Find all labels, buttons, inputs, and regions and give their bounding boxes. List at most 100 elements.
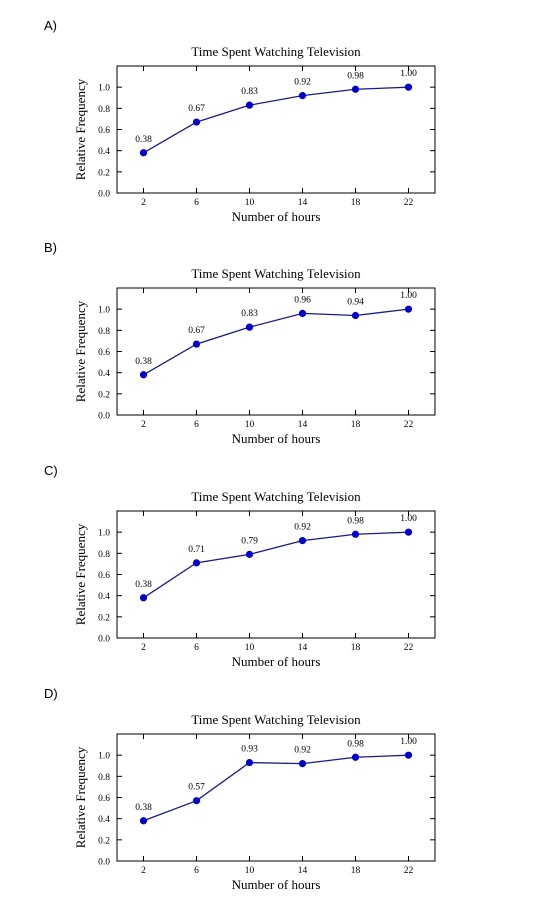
data-label: 0.79: [241, 536, 258, 546]
data-label: 0.38: [135, 580, 152, 590]
plot-frame: [116, 733, 436, 862]
chart-d: Time Spent Watching Television 2 6 10 14 18 22…: [73, 712, 436, 892]
y-tick-label: 0.0: [98, 412, 110, 422]
data-point: [192, 559, 201, 567]
data-label: 0.98: [347, 739, 364, 749]
data-label: 1.00: [400, 737, 417, 747]
y-tick-label: 1.0: [98, 529, 110, 539]
data-point: [404, 528, 413, 536]
y-tick-label: 0.8: [98, 550, 110, 560]
data-point: [245, 101, 254, 109]
y-axis-label: Relative Frequency: [73, 746, 88, 848]
y-axis-label: Relative Frequency: [73, 523, 88, 625]
y-tick-label: 0.0: [98, 190, 110, 200]
y-axis-label: Relative Frequency: [73, 300, 88, 402]
data-label: 0.93: [241, 745, 258, 755]
chart-a: Time Spent Watching Television 2 6 10 14 18 22…: [73, 44, 436, 224]
x-tick-label: 22: [404, 420, 414, 430]
x-tick-label: 10: [245, 866, 255, 876]
x-tick-label: 18: [351, 420, 361, 430]
data-point: [351, 753, 360, 761]
data-point: [139, 817, 148, 825]
x-tick-label: 10: [245, 643, 255, 653]
y-tick-label: 0.4: [98, 592, 110, 602]
data-label: 0.67: [188, 326, 205, 336]
data-point: [404, 83, 413, 91]
option-label: A): [44, 18, 57, 33]
option-a: A) Time Spent Watching Television 2 6 10 14 1…: [0, 0, 552, 224]
data-label: 1.00: [400, 514, 417, 524]
data-point: [192, 797, 201, 805]
y-tick-label: 0.6: [98, 571, 110, 581]
data-label: 0.57: [188, 783, 205, 793]
y-tick-label: 0.4: [98, 815, 110, 825]
data-point: [351, 530, 360, 538]
x-axis-label: Number of hours: [232, 431, 321, 446]
data-point: [351, 85, 360, 93]
y-tick-label: 0.2: [98, 613, 110, 623]
series-line: [143, 86, 409, 154]
x-tick-label: 14: [298, 198, 308, 208]
x-tick-label: 22: [404, 198, 414, 208]
data-label: 0.38: [135, 357, 152, 367]
chart-title: Time Spent Watching Television: [191, 44, 361, 59]
data-point: [245, 323, 254, 331]
chart-title: Time Spent Watching Television: [191, 712, 361, 727]
data-label: 0.92: [294, 746, 311, 756]
data-point: [192, 340, 201, 348]
series-line: [143, 308, 409, 376]
y-tick-label: 0.8: [98, 327, 110, 337]
chart-b: Time Spent Watching Television 2 6 10 14 18 22…: [73, 266, 436, 446]
x-tick-label: 6: [194, 198, 199, 208]
plot-frame: [116, 65, 436, 194]
series-line: [143, 531, 409, 599]
x-tick-label: 14: [298, 420, 308, 430]
data-point: [298, 537, 307, 545]
data-label: 0.83: [241, 87, 258, 97]
data-point: [404, 305, 413, 313]
x-tick-label: 6: [194, 643, 199, 653]
option-b: B) Time Spent Watching Television 2 6 10 14 1…: [0, 222, 552, 446]
plot-frame: [116, 287, 436, 416]
x-axis-label: Number of hours: [232, 877, 321, 892]
data-point: [245, 550, 254, 558]
data-point: [245, 758, 254, 767]
x-tick-label: 14: [298, 866, 308, 876]
data-label: 0.96: [294, 295, 311, 305]
x-tick-label: 18: [351, 866, 361, 876]
data-label: 1.00: [400, 69, 417, 79]
y-tick-label: 0.4: [98, 369, 110, 379]
plot-frame: [116, 510, 436, 639]
x-tick-label: 2: [141, 420, 146, 430]
chart-title: Time Spent Watching Television: [191, 489, 361, 504]
option-label: B): [44, 240, 57, 255]
y-tick-label: 1.0: [98, 752, 110, 762]
data-label: 0.92: [294, 78, 311, 88]
series-line: [143, 754, 409, 822]
data-point: [298, 92, 307, 100]
data-point: [404, 751, 413, 759]
y-tick-label: 0.0: [98, 858, 110, 868]
data-point: [351, 311, 360, 320]
data-label: 0.98: [347, 516, 364, 526]
data-point: [139, 594, 148, 602]
y-axis-label: Relative Frequency: [73, 78, 88, 180]
y-tick-label: 0.6: [98, 348, 110, 358]
y-tick-label: 0.4: [98, 147, 110, 157]
data-point: [139, 371, 148, 379]
x-axis-label: Number of hours: [232, 654, 321, 669]
chart-c: Time Spent Watching Television 2 6 10 14 18 22…: [73, 489, 436, 669]
x-axis-label: Number of hours: [232, 209, 321, 224]
x-tick-label: 18: [351, 198, 361, 208]
data-label: 0.94: [347, 298, 364, 308]
chart-title: Time Spent Watching Television: [191, 266, 361, 281]
y-tick-label: 0.0: [98, 635, 110, 645]
y-tick-label: 1.0: [98, 84, 110, 94]
x-tick-label: 2: [141, 866, 146, 876]
option-label: D): [44, 686, 58, 701]
data-label: 1.00: [400, 291, 417, 301]
x-tick-label: 22: [404, 643, 414, 653]
y-tick-label: 0.8: [98, 105, 110, 115]
x-tick-label: 22: [404, 866, 414, 876]
data-label: 0.71: [188, 545, 205, 555]
